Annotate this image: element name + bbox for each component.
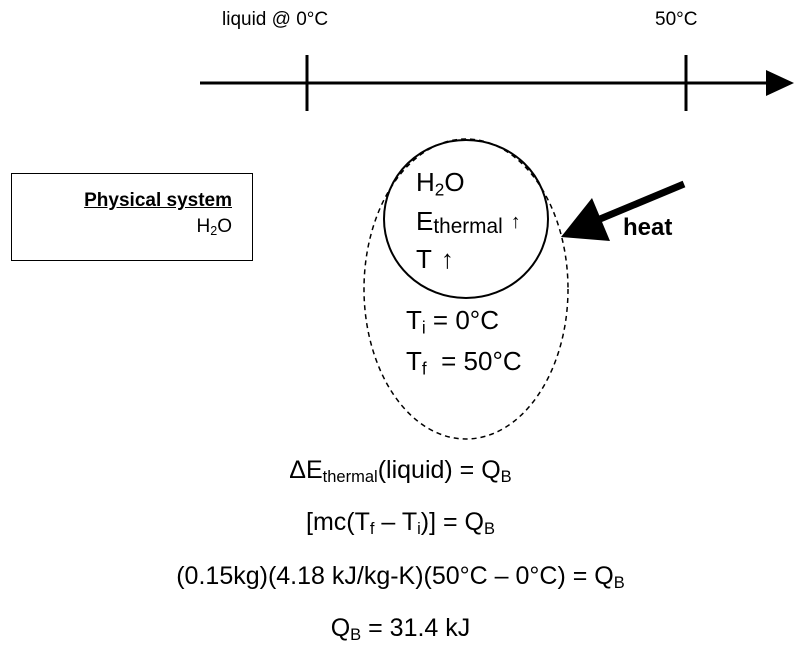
initial-temperature: Ti = 0°C: [406, 305, 499, 338]
heat-arrow-shaft: [598, 180, 686, 223]
final-temperature: Tf = 50°C: [406, 346, 522, 379]
physical-system-substance: H2O: [196, 216, 233, 239]
physical-system-title: Physical system: [84, 190, 232, 211]
equation-mc-delta-t: [mc(Tf – Ti)] = QB: [306, 508, 495, 539]
heat-arrow-head: [561, 198, 610, 241]
substance-circle: [383, 139, 549, 299]
inner-ethermal-label: Ethermal ↑: [416, 206, 521, 239]
physical-system-box: Physical system H2O: [11, 173, 253, 261]
inner-temperature-label: T ↑: [416, 244, 454, 274]
timeline-end-label: 50°C: [655, 9, 698, 30]
equation-energy-balance: ΔEthermal(liquid) = QB: [289, 456, 512, 487]
heat-label: heat: [623, 214, 673, 241]
timeline-arrowhead: [766, 70, 794, 96]
equation-substitution: (0.15kg)(4.18 kJ/kg-K)(50°C – 0°C) = QB: [176, 562, 625, 593]
equation-result: QB = 31.4 kJ: [330, 614, 471, 645]
inner-h2o-label: H2O: [416, 167, 465, 200]
timeline-start-label: liquid @ 0°C: [222, 9, 329, 30]
system-boundary-dashed: [363, 138, 569, 440]
